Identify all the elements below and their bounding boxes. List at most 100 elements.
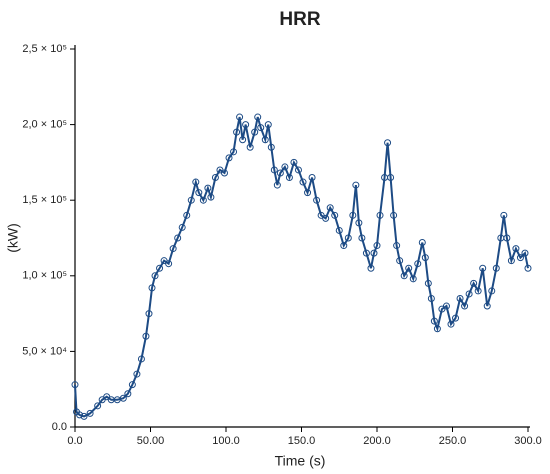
- data-point: [344, 234, 352, 242]
- x-tick-label: 150.0: [288, 435, 316, 447]
- data-point: [479, 264, 487, 272]
- data-point: [370, 249, 378, 257]
- data-point: [414, 260, 422, 268]
- data-point: [270, 166, 278, 174]
- data-point: [233, 128, 241, 136]
- data-point: [390, 211, 398, 219]
- y-tick-label: 1,5 × 10⁵: [22, 194, 67, 206]
- data-point: [236, 113, 244, 121]
- data-point: [405, 264, 413, 272]
- data-point: [246, 143, 254, 151]
- data-point: [376, 211, 384, 219]
- y-tick-label: 0.0: [52, 421, 67, 433]
- data-point: [204, 184, 212, 192]
- data-point: [290, 158, 298, 166]
- data-point: [516, 254, 524, 262]
- x-tick-label: 0.0: [67, 435, 82, 447]
- data-point: [470, 279, 478, 287]
- data-point: [322, 214, 330, 222]
- data-point: [373, 242, 381, 250]
- y-tick-label: 2,5 × 10⁵: [22, 43, 67, 55]
- x-tick-label: 200.0: [363, 435, 391, 447]
- data-point: [409, 275, 417, 283]
- data-point: [174, 234, 182, 242]
- chart-title: HRR: [279, 9, 320, 30]
- data-point: [211, 174, 219, 182]
- data-point: [156, 264, 164, 272]
- data-point: [396, 257, 404, 265]
- data-point: [254, 113, 262, 121]
- data-point: [512, 245, 520, 253]
- data-point: [442, 302, 450, 310]
- x-tick-label: 50.00: [137, 435, 165, 447]
- data-point: [264, 121, 272, 129]
- data-point: [355, 219, 363, 227]
- data-point: [393, 242, 401, 250]
- data-point: [151, 272, 159, 280]
- data-point: [447, 320, 455, 328]
- data-point: [294, 166, 302, 174]
- data-point: [199, 196, 207, 204]
- data-point: [349, 211, 357, 219]
- data-point: [80, 412, 88, 420]
- data-point: [148, 284, 156, 292]
- data-point: [220, 169, 228, 177]
- data-point: [362, 249, 370, 257]
- data-point: [187, 196, 195, 204]
- data-line: [74, 116, 529, 418]
- data-point: [340, 242, 348, 250]
- data-point: [358, 234, 366, 242]
- data-point: [267, 143, 275, 151]
- data-point: [331, 211, 339, 219]
- data-point: [367, 264, 375, 272]
- data-point: [239, 136, 247, 144]
- data-point: [183, 211, 191, 219]
- data-point: [281, 163, 289, 171]
- data-point: [421, 254, 429, 262]
- data-point: [461, 302, 469, 310]
- y-tick-label: 2,0 × 10⁵: [22, 119, 67, 131]
- data-point: [207, 193, 215, 201]
- data-point: [488, 287, 496, 295]
- data-point: [128, 381, 136, 389]
- data-point: [145, 310, 153, 318]
- data-point: [521, 249, 529, 257]
- data-point: [86, 409, 94, 417]
- data-point: [387, 174, 395, 182]
- data-point: [192, 178, 200, 186]
- data-point: [430, 317, 438, 325]
- x-axis-label: Time (s): [275, 453, 326, 469]
- data-point: [276, 169, 284, 177]
- data-point: [142, 332, 150, 340]
- data-point: [474, 287, 482, 295]
- data-point: [313, 196, 321, 204]
- x-tick-label: 250.0: [439, 435, 467, 447]
- data-point: [326, 204, 334, 212]
- data-point: [452, 314, 460, 322]
- data-point: [133, 370, 141, 378]
- data-point: [195, 189, 203, 197]
- data-point: [285, 174, 293, 182]
- data-point: [483, 302, 491, 310]
- data-point: [400, 272, 408, 280]
- data-point: [71, 381, 79, 389]
- data-point: [178, 223, 186, 231]
- data-point: [507, 257, 515, 265]
- data-point: [424, 279, 432, 287]
- data-point: [352, 181, 360, 189]
- data-point: [418, 239, 426, 247]
- data-point: [433, 325, 441, 333]
- data-point: [524, 264, 532, 272]
- data-point: [456, 294, 464, 302]
- data-point: [242, 121, 250, 129]
- data-point: [119, 394, 127, 402]
- x-tick-label: 300.0: [514, 435, 542, 447]
- x-tick-label: 100.0: [212, 435, 240, 447]
- data-point: [335, 226, 343, 234]
- y-axis-label: (kW): [5, 223, 21, 253]
- data-point: [304, 189, 312, 197]
- data-point: [124, 390, 132, 398]
- data-point: [257, 124, 265, 132]
- data-point: [273, 181, 281, 189]
